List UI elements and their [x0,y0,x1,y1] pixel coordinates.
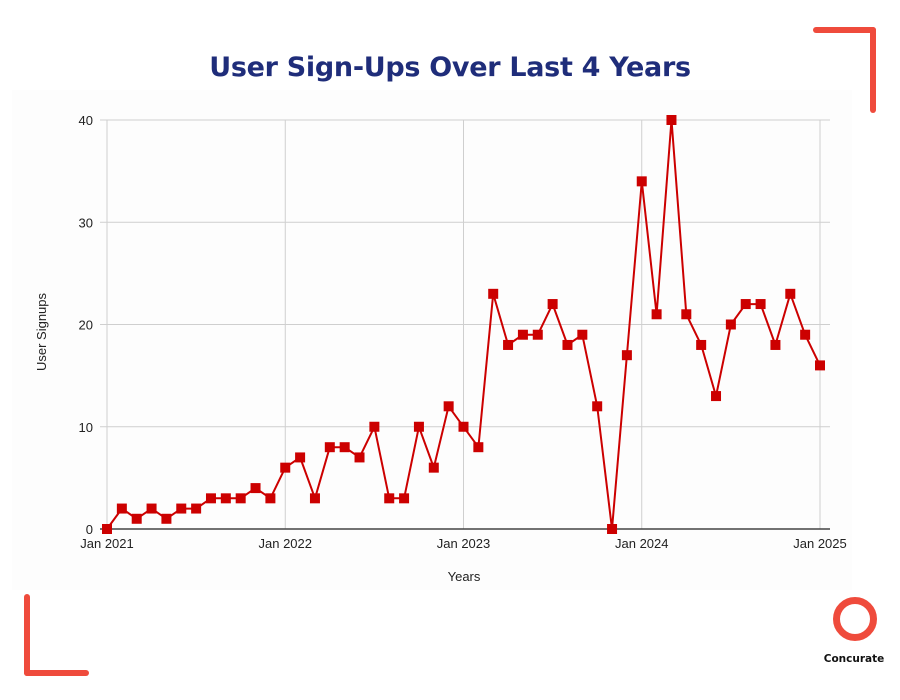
data-point-marker [443,401,454,412]
data-point-marker [205,493,216,504]
corner-bracket-top-right-vertical [870,27,876,113]
data-point-marker [755,299,766,310]
chart-axes: 0 10 20 30 40 Jan 2021 Jan 2022 Jan 2023 Jan 202… [79,113,847,551]
data-point-marker [562,339,573,350]
data-point-marker [369,421,380,432]
data-point-marker [309,493,320,504]
data-point-marker [621,350,632,361]
data-point-marker [696,339,707,350]
data-point-marker [280,462,291,473]
x-axis-label: Years [448,569,481,584]
y-tick-label: 20 [79,318,93,333]
data-point-marker [740,299,751,310]
data-point-marker [785,288,796,299]
data-point-marker [725,319,736,330]
data-point-marker [666,115,677,125]
data-point-marker [354,452,365,463]
data-point-marker [577,329,588,340]
data-point-marker [458,421,469,432]
x-tick-label: Jan 2023 [437,536,491,551]
chart-grid [100,119,830,530]
y-tick-label: 10 [79,420,93,435]
data-point-marker [503,339,514,350]
data-point-marker [384,493,395,504]
data-point-marker [517,329,528,340]
x-tick-label: Jan 2024 [615,536,669,551]
data-point-marker [413,421,424,432]
data-point-marker [339,442,350,453]
concurate-logo-icon [833,597,877,641]
x-tick-label: Jan 2025 [793,536,847,551]
data-point-marker [770,339,781,350]
data-point-marker [651,309,662,320]
data-point-marker [220,493,231,504]
data-point-marker [250,483,261,494]
corner-bracket-bottom-left-vertical [24,594,30,676]
data-point-marker [711,391,722,402]
y-tick-label: 0 [86,522,93,537]
data-point-marker [607,524,618,534]
x-tick-label: Jan 2022 [259,536,313,551]
data-point-marker [800,329,811,340]
data-point-marker [488,288,499,299]
data-point-marker [532,329,543,340]
data-point-marker [191,503,202,514]
data-point-marker [295,452,306,463]
data-point-marker [592,401,603,412]
data-point-marker [146,503,157,514]
y-tick-label: 30 [79,215,93,230]
x-tick-label: Jan 2021 [80,536,134,551]
brand-name: Concurate [823,653,885,665]
data-point-marker [324,442,335,453]
y-axis-label: User Signups [34,292,49,371]
data-point-marker [161,513,172,524]
data-point-marker [399,493,410,504]
chart-title: User Sign-Ups Over Last 4 Years [209,52,691,83]
data-point-marker [473,442,484,453]
chart-series [102,115,825,534]
corner-bracket-bottom-left-horizontal [24,670,89,676]
corner-bracket-top-right-horizontal [813,27,876,33]
data-point-marker [681,309,692,320]
data-point-marker [428,462,439,473]
data-point-marker [547,299,558,310]
data-point-marker [131,513,142,524]
data-point-marker [116,503,127,514]
data-point-marker [815,360,825,371]
y-tick-label: 40 [79,113,93,128]
data-point-marker [176,503,187,514]
data-point-marker [265,493,276,504]
data-point-marker [636,176,647,187]
data-point-marker [102,524,112,534]
data-point-marker [235,493,246,504]
